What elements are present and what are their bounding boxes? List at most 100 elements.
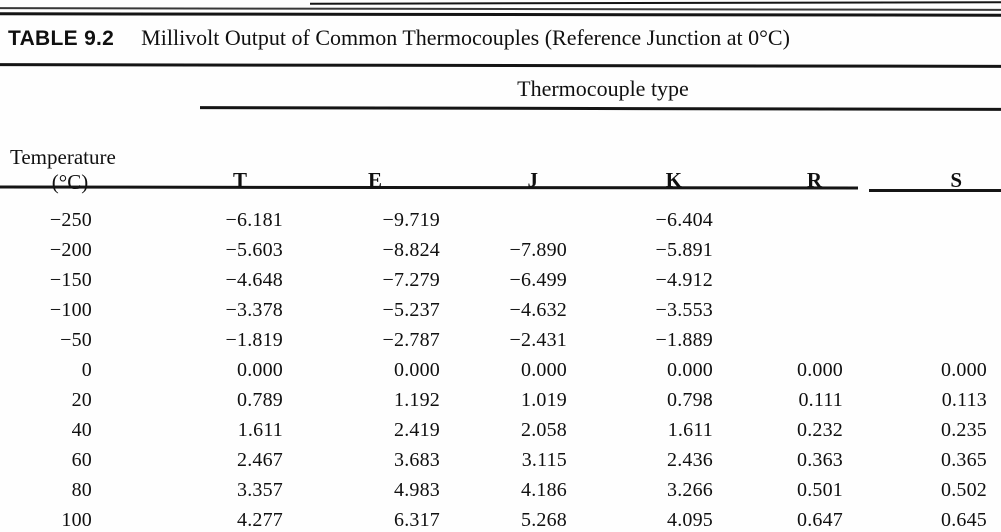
col-header-temperature: Temperature (°C) xyxy=(0,119,120,205)
millivolt-cell: −2.431 xyxy=(509,328,567,351)
millivolt-cell: −3.378 xyxy=(225,298,283,321)
millivolt-cell: 3.683 xyxy=(394,448,440,471)
millivolt-cell: 0.111 xyxy=(798,388,843,411)
millivolt-cell xyxy=(848,265,994,295)
thermocouple-table: Temperature (°C) T E J K R S −250 −6.181−… xyxy=(0,119,994,532)
millivolt-cell: 0.501 xyxy=(797,478,843,501)
millivolt-cell: 0.365 xyxy=(941,448,987,471)
millivolt-cell: 6.317 xyxy=(394,508,440,531)
millivolt-cell: −8.824 xyxy=(382,238,440,261)
millivolt-cell: 2.058 xyxy=(521,418,567,441)
millivolt-cell xyxy=(848,235,994,265)
temperature-cell: 80 xyxy=(71,478,92,501)
table-body: −250 −6.181 −9.719 −6.404 −200 −5.603 −8.824 −7… xyxy=(0,205,994,532)
temperature-cell: −200 xyxy=(49,238,92,261)
top-rule-thin xyxy=(0,7,1001,11)
millivolt-cell: 0.000 xyxy=(941,358,987,381)
millivolt-cell: 0.113 xyxy=(941,388,987,411)
temperature-cell: 100 xyxy=(61,508,92,531)
table-row: −250 −6.181 −9.719 −6.404 xyxy=(0,205,994,235)
millivolt-cell xyxy=(445,205,570,235)
table-title: Millivolt Output of Common Thermocouples… xyxy=(141,25,790,50)
millivolt-cell xyxy=(718,295,848,325)
millivolt-cell: −1.889 xyxy=(655,328,713,351)
millivolt-cell xyxy=(718,235,848,265)
millivolt-cell: 0.000 xyxy=(797,358,843,381)
millivolt-cell: −5.891 xyxy=(655,238,713,261)
col-header-j: J xyxy=(527,168,539,192)
millivolt-cell: 3.115 xyxy=(521,448,567,471)
millivolt-cell: 0.645 xyxy=(941,508,987,531)
millivolt-cell: 2.419 xyxy=(394,418,440,441)
table-row: 20 0.789 1.192 1.019 0.798 0.111 0.113 xyxy=(0,385,994,415)
col-header-t: T xyxy=(232,168,247,192)
millivolt-cell: 0.000 xyxy=(521,358,567,381)
millivolt-cell: 4.983 xyxy=(394,478,440,501)
millivolt-cell: 4.095 xyxy=(667,508,713,531)
table-row: −150 −4.648 −7.279 −6.499 −4.912 xyxy=(0,265,994,295)
col-header-r: R xyxy=(806,168,822,192)
temperature-cell: −250 xyxy=(49,208,92,231)
millivolt-cell: −7.279 xyxy=(382,268,440,291)
table-row: 0 0.000 0.000 0.000 0.000 0.000 0.000 xyxy=(0,355,994,385)
millivolt-cell: 0.232 xyxy=(797,418,843,441)
spanner-heading: Thermocouple type xyxy=(517,76,689,101)
millivolt-cell xyxy=(848,325,994,355)
table-row: 80 3.357 4.983 4.186 3.266 0.501 0.502 xyxy=(0,475,994,505)
under-title-rule xyxy=(0,63,1001,68)
table-row: 100 4.277 6.317 5.268 4.095 0.647 0.645 xyxy=(0,505,994,532)
millivolt-cell: −5.603 xyxy=(225,238,283,261)
millivolt-cell: −5.237 xyxy=(382,298,440,321)
col-header-s: S xyxy=(950,168,962,192)
table-row: −100 −3.378 −5.237 −4.632 −3.553 xyxy=(0,295,994,325)
millivolt-cell: 2.436 xyxy=(667,448,713,471)
millivolt-cell: −6.499 xyxy=(509,268,567,291)
millivolt-cell: 4.186 xyxy=(521,478,567,501)
table-row: 60 2.467 3.683 3.115 2.436 0.363 0.365 xyxy=(0,445,994,475)
millivolt-cell: 0.647 xyxy=(797,508,843,531)
title-row: TABLE 9.2 Millivolt Output of Common Ther… xyxy=(8,26,790,53)
header-rule-right-segment xyxy=(869,189,1001,192)
millivolt-cell: 0.000 xyxy=(237,358,283,381)
millivolt-cell: 3.357 xyxy=(237,478,283,501)
millivolt-cell: 1.019 xyxy=(521,388,567,411)
millivolt-cell: 0.363 xyxy=(797,448,843,471)
millivolt-cell: −2.787 xyxy=(382,328,440,351)
millivolt-cell: −7.890 xyxy=(509,238,567,261)
millivolt-cell: 5.268 xyxy=(521,508,567,531)
spanner-underline-rule xyxy=(199,106,1001,111)
millivolt-cell: 4.277 xyxy=(237,508,283,531)
millivolt-cell: 0.502 xyxy=(941,478,987,501)
millivolt-cell xyxy=(848,205,994,235)
temperature-cell: 20 xyxy=(71,388,92,411)
table-row: −50 −1.819 −2.787 −2.431 −1.889 xyxy=(0,325,994,355)
millivolt-cell: −1.819 xyxy=(225,328,283,351)
millivolt-cell: 3.266 xyxy=(667,478,713,501)
temperature-cell: 40 xyxy=(71,418,92,441)
millivolt-cell: −9.719 xyxy=(382,208,440,231)
top-rule-thick xyxy=(0,12,1001,17)
temperature-cell: 60 xyxy=(71,448,92,471)
temperature-cell: 0 xyxy=(81,358,92,381)
millivolt-cell: 0.000 xyxy=(394,358,440,381)
millivolt-cell: −4.632 xyxy=(509,298,567,321)
top-partial-rule xyxy=(309,1,1001,5)
temperature-cell: −150 xyxy=(49,268,92,291)
temperature-cell: −100 xyxy=(49,298,92,321)
millivolt-cell: 0.789 xyxy=(237,388,283,411)
millivolt-cell: 2.467 xyxy=(237,448,283,471)
millivolt-cell: 0.235 xyxy=(941,418,987,441)
millivolt-cell: 1.611 xyxy=(667,418,713,441)
temperature-label: Temperature xyxy=(10,145,116,169)
millivolt-cell: 0.000 xyxy=(667,358,713,381)
temperature-unit-label: (°C) xyxy=(51,170,89,194)
table-row: 40 1.611 2.419 2.058 1.611 0.232 0.235 xyxy=(0,415,994,445)
millivolt-cell: 1.192 xyxy=(394,388,440,411)
millivolt-cell: 1.611 xyxy=(237,418,283,441)
millivolt-cell: −3.553 xyxy=(655,298,713,321)
millivolt-cell: −6.181 xyxy=(225,208,283,231)
millivolt-cell xyxy=(848,295,994,325)
millivolt-cell: 0.798 xyxy=(667,388,713,411)
millivolt-cell xyxy=(718,265,848,295)
